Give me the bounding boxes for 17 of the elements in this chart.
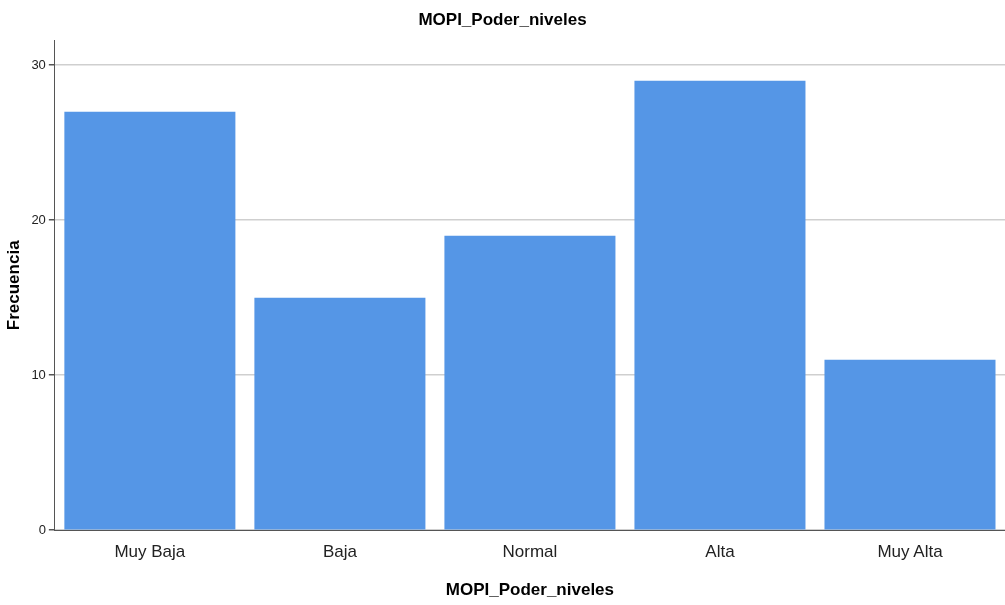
x-tick-label: Alta [705, 542, 736, 562]
bar [254, 297, 426, 530]
x-axis-title: MOPI_Poder_niveles [445, 580, 615, 600]
chart-title: MOPI_Poder_niveles [418, 9, 587, 29]
x-tick-label: Baja [322, 542, 358, 562]
x-tick-label: Muy Baja [114, 542, 186, 562]
y-tick-label: 20 [31, 211, 46, 227]
x-tick-label: Muy Alta [877, 542, 944, 562]
y-tick-label: 0 [38, 521, 46, 537]
y-axis-title: Frecuencia [3, 239, 23, 331]
bar [634, 80, 806, 530]
bar [64, 111, 236, 530]
bar [824, 359, 996, 530]
y-tick-label: 10 [31, 366, 46, 382]
x-tick-label: Normal [502, 542, 558, 562]
y-tick-label: 30 [31, 56, 46, 72]
bar [444, 235, 616, 530]
